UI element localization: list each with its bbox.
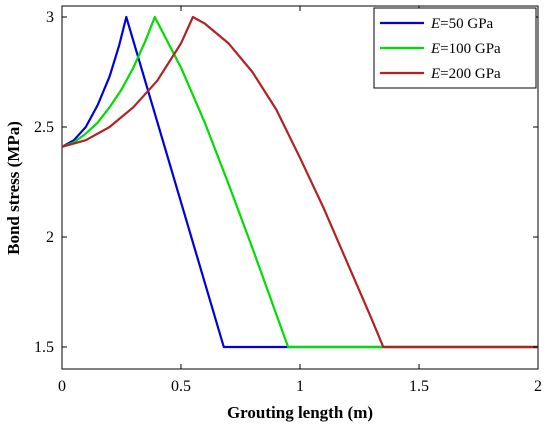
series-layer [61,15,538,349]
x-tick-label: 1.5 [409,378,429,395]
legend-label-1: E=50 GPa [430,16,494,32]
series-line-3 [61,15,538,349]
y-tick-label: 3 [46,9,54,26]
y-axis-title: Bond stress (MPa) [4,121,23,255]
legend-value: =200 GPa [440,66,501,82]
series-line-1 [61,15,538,349]
x-tick-label: 0 [58,378,66,395]
legend-label-2: E=100 GPa [430,41,501,57]
y-tick-label: 2.5 [34,119,54,136]
legend-box [373,7,537,89]
y-tick-label: 2 [46,229,54,246]
x-tick-label: 2 [534,378,542,395]
legend-label-3: E=200 GPa [430,66,501,82]
y-tick-label: 1.5 [34,339,54,356]
x-tick-label: 1 [296,378,304,395]
legend-symbol: E [430,66,440,82]
legend-symbol: E [430,16,440,32]
legend-value: =100 GPa [440,41,501,57]
series-line-2 [61,15,538,349]
x-axis-title: Grouting length (m) [227,403,373,422]
legend-symbol: E [430,41,440,57]
x-tick-label: 0.5 [171,378,191,395]
legend-value: =50 GPa [440,16,493,32]
tick-layer: 0 0.5 1 1.5 2 1.5 2 2.5 3 [34,6,542,395]
